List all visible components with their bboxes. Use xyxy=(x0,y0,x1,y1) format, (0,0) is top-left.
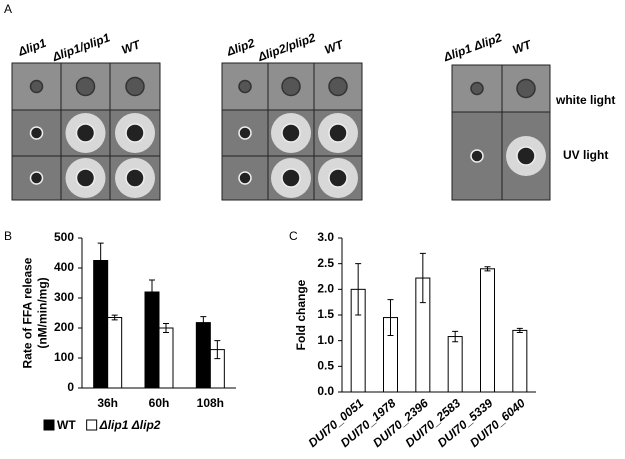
x-tick-label: 36h xyxy=(97,396,118,410)
y-tick-label: 0.0 xyxy=(317,384,334,398)
column-label: Δlip1 Δlip2 xyxy=(441,30,504,64)
panel-label: A xyxy=(4,2,12,16)
error-bar xyxy=(149,279,155,305)
error-bar xyxy=(200,316,207,330)
colony xyxy=(470,149,484,163)
y-tick-label: 3.0 xyxy=(317,230,334,244)
column-label: WT xyxy=(120,37,144,57)
colony xyxy=(470,81,484,96)
colony xyxy=(328,76,348,97)
y-axis-label: (nM/min/mg) xyxy=(36,277,50,348)
column-label: WT xyxy=(323,37,347,57)
column-label: Δlip2 xyxy=(224,36,257,59)
panel-label: C xyxy=(289,229,298,243)
y-tick-label: 2.0 xyxy=(317,282,334,296)
colony xyxy=(281,76,301,97)
colony xyxy=(125,123,145,143)
row-label: white light xyxy=(555,93,615,107)
colony xyxy=(75,76,96,97)
bar xyxy=(158,327,174,389)
colony xyxy=(125,168,145,188)
y-tick-label: 300 xyxy=(54,290,74,304)
error-bar xyxy=(387,299,394,337)
legend-swatch xyxy=(43,419,55,431)
colony xyxy=(75,168,96,188)
error-bar xyxy=(452,330,459,343)
panel-label: B xyxy=(4,229,12,243)
y-tick-label: 0 xyxy=(67,380,74,394)
error-bar xyxy=(484,266,491,272)
colony xyxy=(516,78,536,99)
y-axis-label: Fold change xyxy=(294,279,308,350)
colony xyxy=(125,76,145,97)
y-tick-label: 1.0 xyxy=(317,333,334,347)
y-tick-label: 1.5 xyxy=(317,307,334,321)
legend-label: WT xyxy=(57,418,76,432)
colony xyxy=(238,171,252,185)
colony xyxy=(238,79,252,94)
y-tick-label: 100 xyxy=(54,350,74,364)
colony xyxy=(29,171,44,185)
bar xyxy=(512,329,528,393)
bar xyxy=(107,317,123,389)
colony xyxy=(328,123,348,143)
y-tick-label: 0.5 xyxy=(317,359,334,373)
colony xyxy=(75,123,96,143)
error-bar xyxy=(516,327,523,333)
x-tick-label: 60h xyxy=(149,396,170,410)
bar xyxy=(144,291,160,389)
column-label: Δlip1 xyxy=(15,36,48,59)
y-tick-label: 2.5 xyxy=(317,256,334,270)
colony xyxy=(328,168,348,188)
error-bar xyxy=(111,314,118,321)
bar xyxy=(93,260,109,389)
y-tick-label: 200 xyxy=(54,320,74,334)
column-label: Δlip1/plip1 xyxy=(50,30,112,64)
bar xyxy=(447,336,463,393)
colony xyxy=(281,123,301,143)
colony xyxy=(281,168,301,188)
legend-swatch xyxy=(86,419,98,431)
column-label: Δlip2/plip2 xyxy=(255,30,317,64)
error-bar xyxy=(355,263,362,316)
legend-label: Δlip1 Δlip2 xyxy=(99,418,161,432)
y-tick-label: 500 xyxy=(54,230,74,244)
x-tick-label: 108h xyxy=(197,396,224,410)
colony xyxy=(238,126,252,140)
column-label: WT xyxy=(511,37,535,57)
y-axis-label: Rate of FFA release xyxy=(21,257,35,368)
y-tick-label: 400 xyxy=(54,260,74,274)
error-bar xyxy=(97,242,104,279)
colony xyxy=(29,126,44,140)
error-bar xyxy=(163,323,169,333)
colony xyxy=(516,146,536,166)
row-label: UV light xyxy=(563,148,608,162)
error-bar xyxy=(419,252,426,304)
colony xyxy=(29,79,44,94)
error-bar xyxy=(214,340,221,360)
bar xyxy=(480,268,495,393)
bar xyxy=(195,322,211,389)
